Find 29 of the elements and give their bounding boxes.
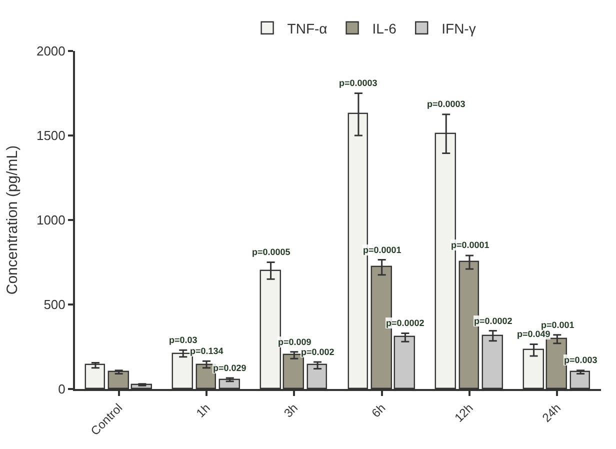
y-axis-title: Concentration (pg/mL) xyxy=(4,145,22,295)
annotation: p=0.029 xyxy=(213,363,246,373)
annotation: p=0.003 xyxy=(564,355,598,365)
annotation: p=0.049 xyxy=(517,329,550,339)
x-tick-label: 24h xyxy=(539,400,564,425)
annotation: p=0.0003 xyxy=(427,99,466,109)
x-tick-label: 1h xyxy=(194,400,213,420)
annotation: p=0.001 xyxy=(541,320,574,330)
annotation: p=0.0001 xyxy=(363,245,402,255)
y-tick-label: 0 xyxy=(58,382,66,397)
x-tick-label: 12h xyxy=(452,400,476,425)
annotation: p=0.0003 xyxy=(339,78,378,88)
annotation: p=0.03 xyxy=(169,335,198,345)
annotation: p=0.0002 xyxy=(474,316,512,326)
y-tick-label: 1500 xyxy=(36,128,66,144)
x-tick-label: 3h xyxy=(281,400,301,420)
x-tick-label: 6h xyxy=(368,400,388,420)
annotation: p=0.0001 xyxy=(451,240,490,250)
annotation: p=0.0002 xyxy=(386,318,424,328)
y-tick-label: 500 xyxy=(44,297,66,312)
y-tick-label: 2000 xyxy=(36,44,66,59)
annotation: p=0.0005 xyxy=(252,247,290,257)
annotation: p=0.009 xyxy=(278,337,312,347)
y-tick-label: 1000 xyxy=(36,212,66,228)
legend-label: TNF-α xyxy=(287,20,328,36)
annotation: p=0.134 xyxy=(190,346,224,356)
annotation: p=0.002 xyxy=(301,347,334,357)
legend-label: IFN-γ xyxy=(442,20,476,36)
legend-label: IL-6 xyxy=(372,20,397,36)
